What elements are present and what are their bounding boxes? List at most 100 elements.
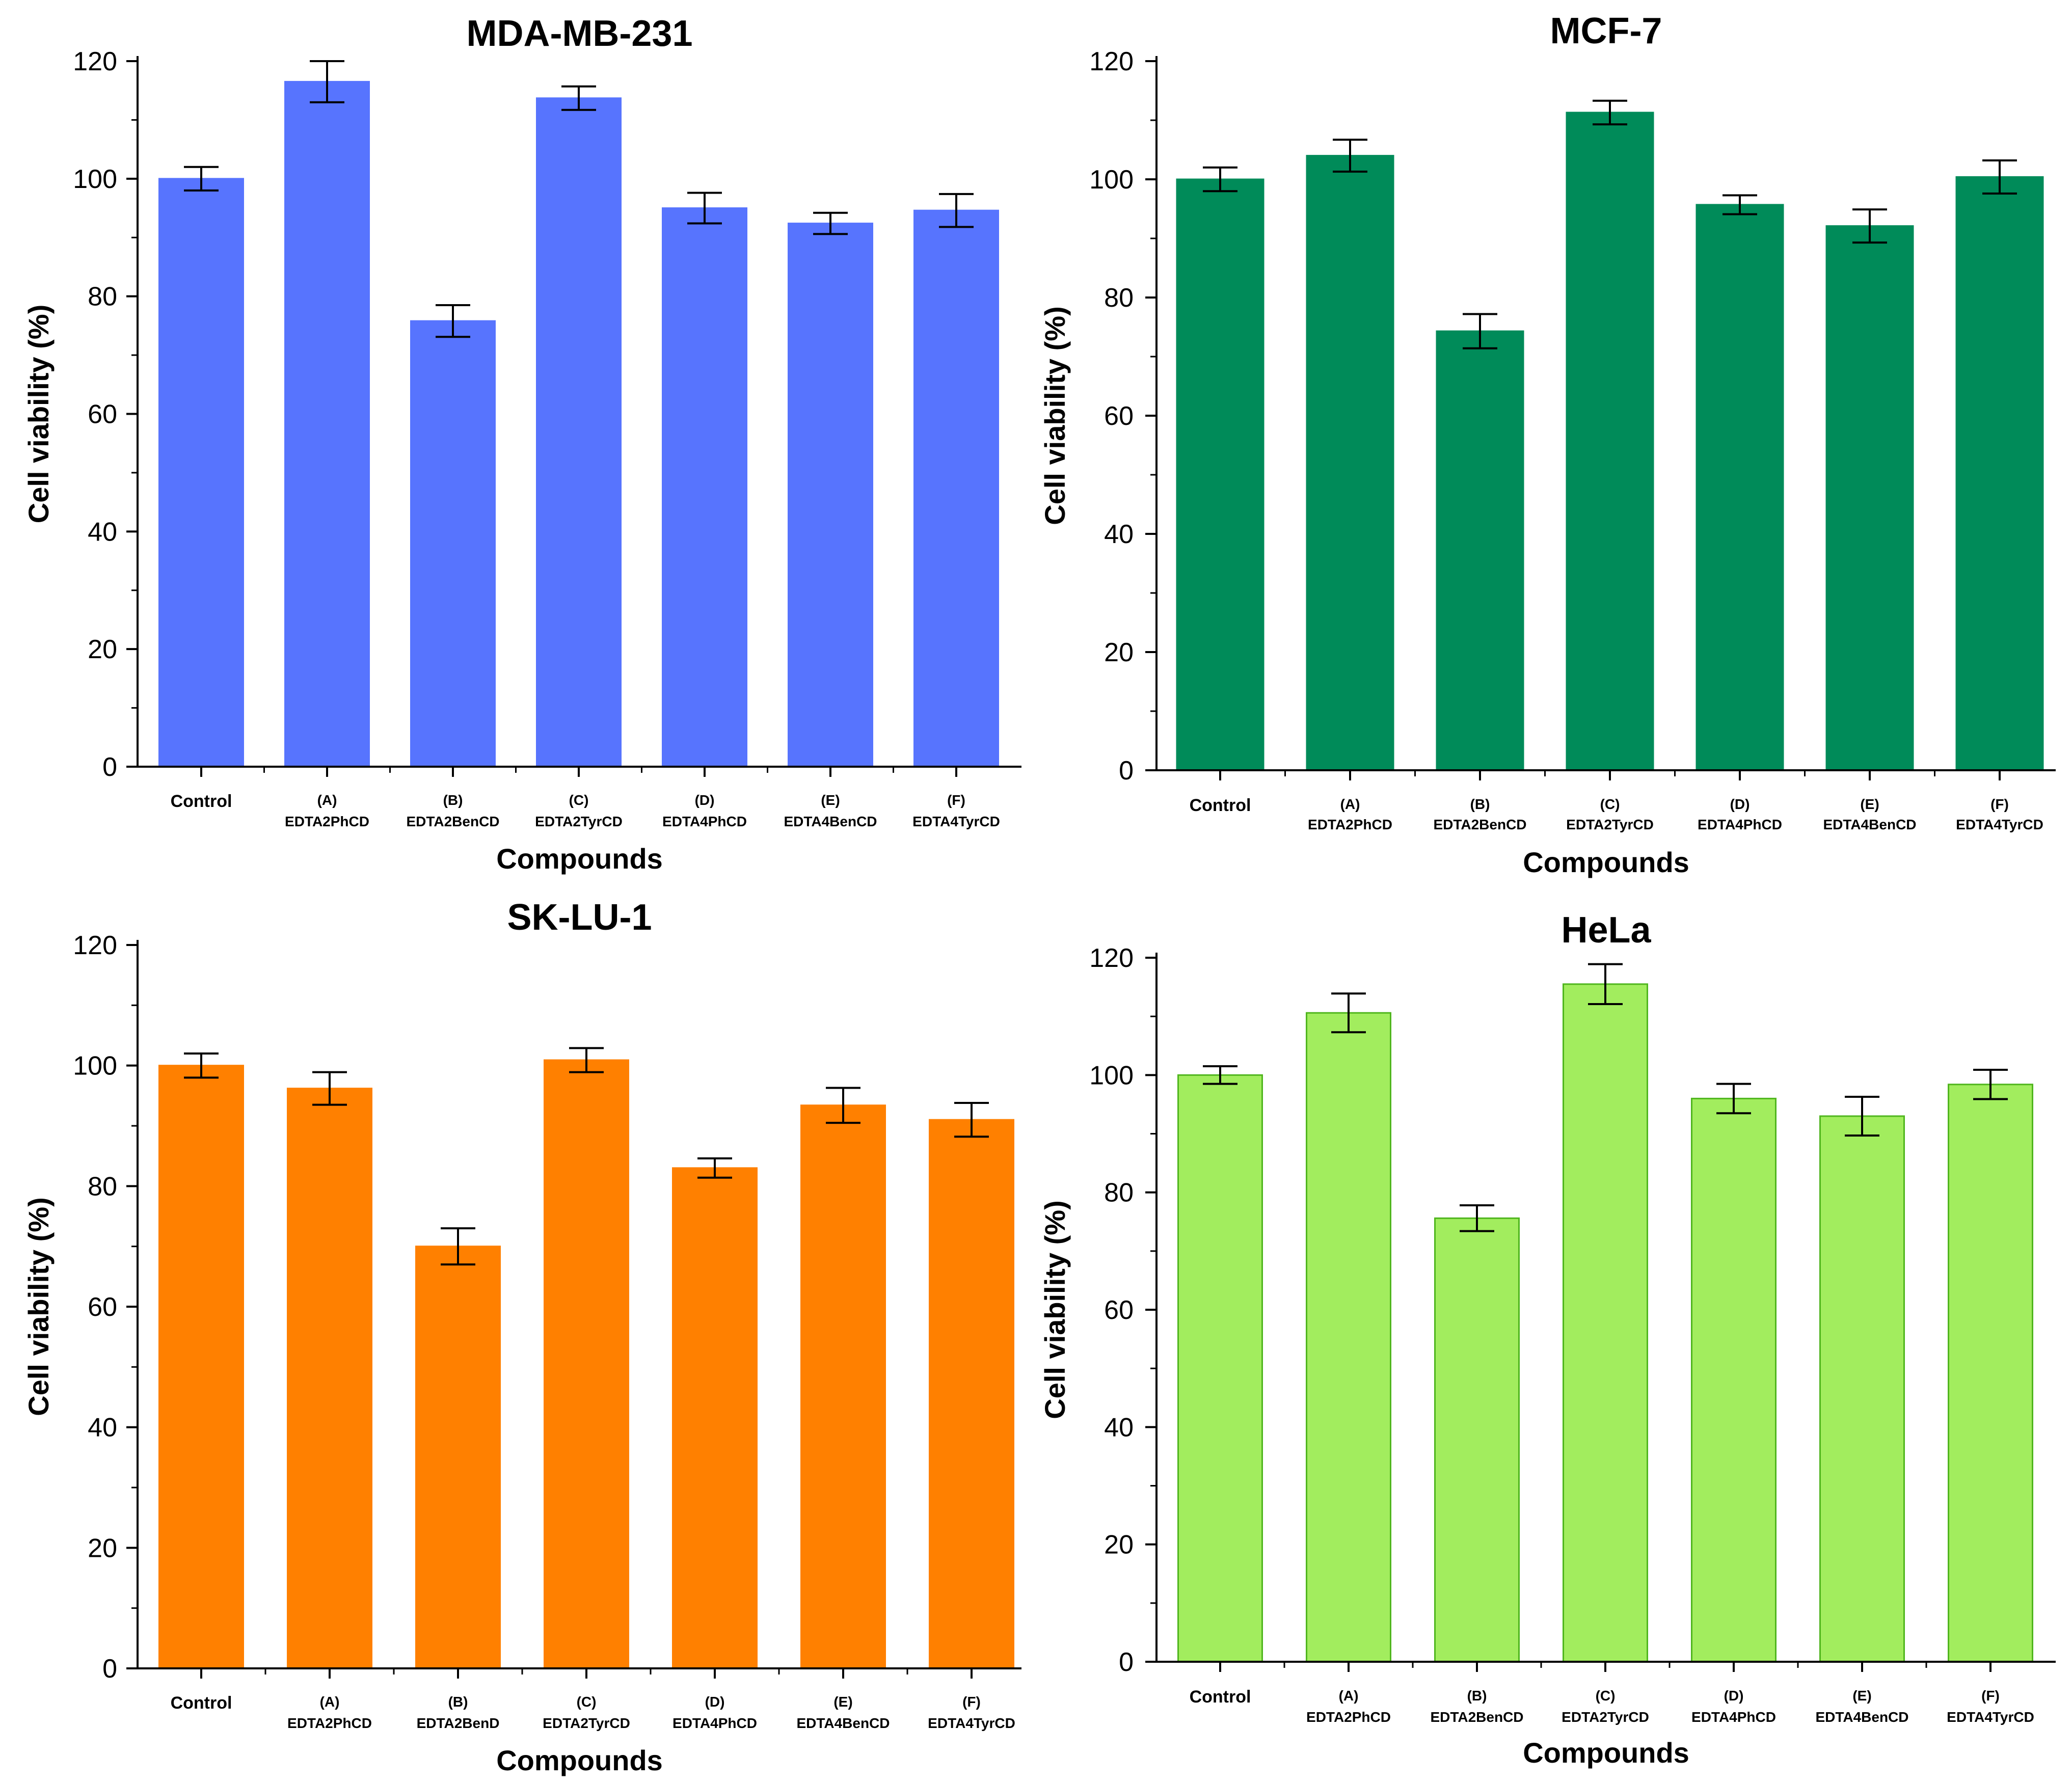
y-tick-label: 20 [1104,1530,1134,1560]
x-tick-label: EDTA4BenCD [1823,817,1916,832]
y-axis-label: Cell viability (%) [1039,306,1071,525]
bar-6 [1819,1115,1905,1663]
x-tick-label: EDTA2BenCD [406,814,499,829]
y-tick-label: 100 [1089,165,1134,195]
bar-1 [158,1065,244,1669]
bar-7 [929,1119,1014,1669]
y-tick-label: 0 [102,1654,117,1684]
x-tick-code: (D) [1724,1688,1744,1704]
x-tick-label: EDTA4PhCD [672,1715,757,1731]
x-tick-label: EDTA2BenD [417,1715,500,1731]
chart-panel-2: MCF-7 Cell viability (%) Compounds 0 20 40 60 8… [1039,11,2056,878]
chart-panel-1: MDA-MB-231 Cell viability (%) Compounds 0 20… [22,13,1021,875]
bar-6 [788,223,873,768]
x-tick-code: (D) [695,792,715,808]
bar-4 [1566,112,1654,771]
y-tick-label: 0 [102,752,117,782]
bar-4 [536,97,622,768]
bar-4 [1563,983,1648,1663]
x-tick-code: (E) [821,792,840,808]
x-tick-code: (A) [1340,796,1360,812]
bar-7 [1948,1084,2033,1663]
y-tick-label: 40 [1104,520,1134,549]
y-axis-label: Cell viability (%) [1039,1200,1071,1419]
y-axis-label: Cell viability (%) [22,305,55,523]
x-tick-code: (D) [705,1694,725,1710]
bar-5 [1691,1097,1777,1663]
bar-5 [1696,204,1784,771]
x-tick-code: (E) [1860,796,1879,812]
x-tick-code: (D) [1730,796,1750,812]
x-tick-label: EDTA4PhCD [1691,1709,1776,1725]
y-tick-label: 120 [73,931,117,960]
x-tick-label: EDTA2BenCD [1430,1709,1523,1725]
bar-2 [1306,1012,1391,1663]
y-tick-label: 100 [73,1051,117,1081]
x-tick-code: (E) [1852,1688,1871,1704]
bar-7 [1955,176,2044,771]
x-tick-label: EDTA4BenCD [796,1715,890,1731]
chart-panel-4: HeLa Cell viability (%) Compounds 0 20 40 60 80… [1039,910,2056,1769]
y-tick-label: 80 [1104,1178,1134,1208]
y-tick-label: 60 [88,400,117,429]
x-tick-code: (A) [317,792,337,808]
bar-7 [913,209,999,768]
bar-4 [544,1059,629,1669]
bar-1 [158,178,244,768]
y-tick-label: 20 [1104,638,1134,667]
x-tick-code: (F) [962,1694,981,1710]
y-tick-label: 120 [73,47,117,76]
y-tick-label: 80 [88,282,117,312]
x-tick-code: (B) [1470,796,1490,812]
x-tick-code: (F) [1990,796,2009,812]
y-axis-label: Cell viability (%) [22,1197,55,1416]
x-tick-code: (C) [1596,1688,1616,1704]
y-tick-label: 40 [1104,1413,1134,1442]
y-tick-label: 60 [88,1292,117,1322]
x-tick-label: EDTA2PhCD [287,1715,372,1731]
x-tick-label: Control [1190,796,1251,815]
bar-5 [672,1167,758,1669]
x-tick-code: (F) [947,792,965,808]
y-tick-label: 80 [88,1172,117,1201]
bar-3 [1434,1217,1520,1663]
chart-panel-3: SK-LU-1 Cell viability (%) Compounds 0 20 40 6… [22,897,1021,1776]
bar-6 [1825,225,1914,771]
x-tick-code: (B) [1467,1688,1487,1704]
bar-3 [410,320,496,768]
y-tick-label: 60 [1104,401,1134,431]
bar-2 [1306,155,1394,771]
y-tick-label: 40 [88,517,117,547]
bar-3 [1436,330,1524,771]
x-tick-label: EDTA2BenCD [1433,817,1526,832]
x-tick-label: EDTA4BenCD [1815,1709,1908,1725]
x-axis-label: Compounds [496,1744,663,1776]
bar-5 [662,207,747,768]
y-tick-label: 40 [88,1413,117,1443]
bar-1 [1176,178,1264,771]
x-tick-label: Control [171,1693,232,1713]
y-tick-label: 0 [1119,1647,1134,1677]
x-tick-label: EDTA2TyrCD [1562,1709,1649,1725]
y-tick-label: 100 [73,165,117,194]
x-tick-label: EDTA2TyrCD [543,1715,630,1731]
x-tick-label: EDTA4TyrCD [912,814,1000,829]
y-tick-label: 0 [1119,756,1134,786]
y-tick-label: 20 [88,635,117,664]
y-tick-label: 80 [1104,283,1134,313]
x-tick-code: (A) [1339,1688,1359,1704]
x-axis-label: Compounds [1523,1737,1689,1769]
x-tick-label: EDTA4TyrCD [1956,817,2043,832]
x-tick-label: EDTA2TyrCD [1566,817,1654,832]
y-tick-label: 100 [1089,1061,1134,1090]
x-tick-label: EDTA2TyrCD [535,814,623,829]
x-axis-label: Compounds [496,843,663,875]
x-tick-code: (C) [1600,796,1620,812]
x-tick-label: Control [171,792,232,811]
x-tick-code: (B) [448,1694,468,1710]
y-tick-label: 60 [1104,1295,1134,1325]
x-tick-code: (F) [1981,1688,2000,1704]
bar-3 [415,1246,501,1669]
x-tick-label: EDTA4TyrCD [928,1715,1015,1731]
